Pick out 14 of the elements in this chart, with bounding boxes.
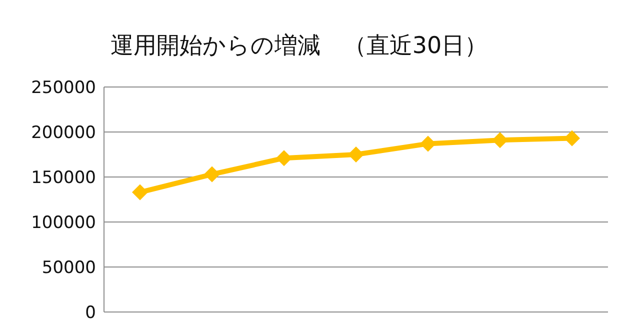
y-tick-label: 100000 [31, 213, 96, 234]
point [492, 132, 508, 148]
point [564, 130, 580, 146]
point [276, 150, 292, 166]
y-tick-label: 250000 [31, 78, 96, 98]
y-tick-label: 50000 [42, 258, 96, 278]
point [204, 166, 220, 182]
point [348, 146, 364, 162]
point [420, 136, 436, 152]
y-tick-label: 150000 [31, 168, 96, 188]
chart-title: 運用開始からの増減 （直近30日） [109, 32, 489, 61]
point [132, 184, 148, 200]
y-tick-label: 200000 [31, 123, 96, 144]
y-tick-label: 0 [85, 303, 96, 324]
